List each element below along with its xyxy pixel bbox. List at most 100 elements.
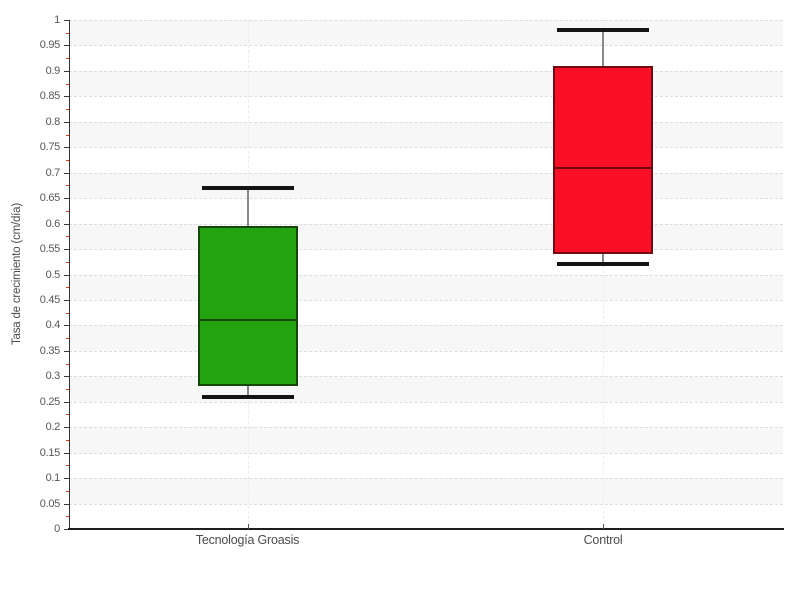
y-tick-label: 0.5 — [45, 268, 61, 281]
gridline-horizontal — [69, 325, 783, 327]
y-minor-tick — [66, 83, 69, 85]
y-tick-label: 0.05 — [39, 497, 61, 510]
y-minor-tick — [66, 210, 69, 212]
plot-band — [69, 70, 783, 97]
y-tick-label: 0.85 — [39, 90, 61, 103]
gridline-horizontal — [69, 20, 783, 21]
gridline-horizontal — [69, 223, 783, 225]
y-major-tick — [64, 198, 69, 200]
y-tick-label: 0.25 — [39, 395, 61, 408]
whisker-cap-low — [201, 394, 294, 399]
y-minor-tick — [66, 439, 69, 441]
y-major-tick — [64, 20, 69, 21]
y-tick-label: 0.45 — [39, 293, 61, 306]
gridline-horizontal — [69, 478, 783, 480]
gridline-horizontal — [69, 503, 783, 505]
gridline-horizontal — [69, 274, 783, 276]
y-major-tick — [64, 350, 69, 352]
y-major-tick — [64, 503, 69, 505]
whisker-cap-high — [557, 28, 650, 33]
y-major-tick — [64, 325, 69, 327]
y-minor-tick — [66, 516, 69, 518]
box-control[interactable] — [553, 65, 654, 255]
plot-band — [69, 172, 783, 199]
y-tick-label: 0.8 — [45, 115, 61, 128]
plot-band — [69, 478, 783, 504]
y-major-tick — [64, 45, 69, 47]
gridline-horizontal — [69, 350, 783, 352]
gridline-horizontal — [69, 401, 783, 403]
y-minor-tick — [66, 465, 69, 467]
y-minor-tick — [66, 134, 69, 136]
y-major-tick — [64, 70, 69, 72]
y-minor-tick — [66, 490, 69, 492]
y-major-tick — [64, 376, 69, 378]
plot-band — [69, 274, 783, 300]
plot-band — [69, 427, 783, 453]
x-tick — [603, 524, 605, 529]
y-major-tick — [64, 121, 69, 123]
x-tick — [247, 524, 249, 529]
y-major-tick — [64, 223, 69, 225]
x-axis-line — [68, 528, 784, 530]
gridline-horizontal — [69, 121, 783, 123]
plot-area — [69, 20, 783, 529]
box-tecnologia-groasis[interactable] — [197, 226, 298, 387]
y-tick-label: 0.7 — [45, 166, 61, 179]
y-minor-tick — [66, 58, 69, 60]
y-tick-label: 0.2 — [45, 421, 61, 434]
y-major-tick — [64, 147, 69, 149]
gridline-horizontal — [69, 198, 783, 200]
y-major-tick — [64, 529, 69, 530]
y-minor-tick — [66, 261, 69, 263]
y-major-tick — [64, 299, 69, 301]
y-major-tick — [64, 172, 69, 174]
gridline-horizontal — [69, 299, 783, 301]
median-line — [197, 319, 298, 322]
y-tick-label: 0.1 — [45, 472, 61, 485]
y-major-tick — [64, 249, 69, 251]
gridline-horizontal — [69, 452, 783, 454]
gridline-horizontal — [69, 45, 783, 47]
gridline-horizontal — [69, 70, 783, 72]
plot-band — [69, 325, 783, 351]
y-minor-tick — [66, 287, 69, 289]
y-tick-label: 0.35 — [39, 344, 61, 357]
gridline-horizontal — [69, 249, 783, 251]
y-tick-label: 0 — [54, 523, 60, 535]
gridline-horizontal — [69, 147, 783, 149]
y-tick-label: 0.65 — [39, 192, 61, 205]
y-tick-label: 1 — [54, 14, 60, 26]
y-tick-label: 0.15 — [39, 446, 61, 459]
y-tick-label: 0.75 — [39, 141, 61, 154]
y-major-tick — [64, 452, 69, 454]
plot-band — [69, 223, 783, 250]
gridline-horizontal — [69, 427, 783, 429]
x-category-label: Tecnología Groasis — [195, 533, 300, 547]
y-tick-label: 0.3 — [45, 370, 61, 383]
y-tick-label: 0.6 — [45, 217, 61, 230]
y-minor-tick — [66, 236, 69, 238]
y-minor-tick — [66, 185, 69, 187]
y-major-tick — [64, 96, 69, 98]
y-minor-tick — [66, 312, 69, 314]
whisker-cap-low — [557, 262, 650, 267]
y-major-tick — [64, 478, 69, 480]
gridline-horizontal — [69, 172, 783, 174]
y-minor-tick — [66, 109, 69, 111]
y-major-tick — [64, 401, 69, 403]
y-axis-line — [69, 20, 70, 530]
y-minor-tick — [66, 338, 69, 340]
y-minor-tick — [66, 414, 69, 416]
y-tick-label: 0.95 — [39, 39, 61, 52]
plot-band — [69, 20, 783, 46]
x-category-label: Control — [583, 533, 623, 547]
plot-band — [69, 376, 783, 402]
whisker-cap-high — [201, 185, 294, 190]
y-tick-label: 0.9 — [45, 64, 61, 77]
gridline-horizontal — [69, 376, 783, 378]
y-minor-tick — [66, 389, 69, 391]
y-tick-label: 0.55 — [39, 243, 61, 256]
